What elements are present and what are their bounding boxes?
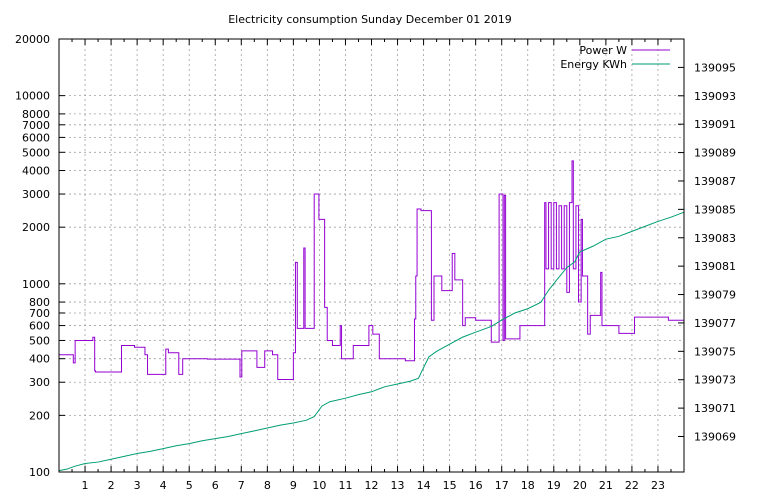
y-tick-label: 6000 [22, 131, 50, 144]
y2-tick-label: 139091 [694, 118, 736, 131]
y-tick-label: 2000 [22, 221, 50, 234]
x-tick-label: 12 [365, 479, 379, 492]
x-tick-label: 14 [417, 479, 431, 492]
y2-tick-label: 139077 [694, 317, 736, 330]
x-tick-label: 22 [625, 479, 639, 492]
y-tick-label: 8000 [22, 108, 50, 121]
x-tick-label: 1 [82, 479, 89, 492]
x-tick-label: 5 [186, 479, 193, 492]
y-tick-label: 500 [29, 334, 50, 347]
x-tick-label: 15 [443, 479, 457, 492]
y-tick-label: 800 [29, 296, 50, 309]
y-tick-label: 7000 [22, 119, 50, 132]
axes-layer: 1 2 3 4 5 6 7 8 9 10 11 12 13 14 15 16 17 18 19 20 21 22 23100… [15, 33, 736, 492]
y-tick-label: 600 [29, 320, 50, 333]
legend-label-power: Power W [579, 44, 627, 57]
y2-tick-label: 139071 [694, 402, 736, 415]
x-tick-label: 17 [495, 479, 509, 492]
power-series-line [59, 160, 684, 381]
y2-tick-label: 139093 [694, 90, 736, 103]
y2-tick-label: 139087 [694, 175, 736, 188]
y2-tick-label: 139079 [694, 289, 736, 302]
y2-tick-label: 139089 [694, 147, 736, 160]
y-tick-label: 300 [29, 376, 50, 389]
y-tick-label: 700 [29, 307, 50, 320]
x-tick-label: 10 [312, 479, 326, 492]
legend-label-energy: Energy KWh [560, 58, 627, 71]
x-tick-label: 8 [264, 479, 271, 492]
x-tick-label: 21 [599, 479, 613, 492]
y-tick-label: 5000 [22, 146, 50, 159]
x-tick-label: 19 [547, 479, 561, 492]
y2-tick-label: 139083 [694, 232, 736, 245]
legend: Power W Energy KWh [560, 44, 670, 71]
x-tick-label: 3 [134, 479, 141, 492]
y2-tick-label: 139095 [694, 61, 736, 74]
y2-tick-label: 139075 [694, 345, 736, 358]
y2-tick-label: 139069 [694, 431, 736, 444]
y2-tick-label: 139085 [694, 203, 736, 216]
x-tick-label: 4 [160, 479, 167, 492]
grid-layer [59, 38, 684, 473]
y-tick-label: 100 [29, 466, 50, 479]
y-tick-label: 20000 [15, 33, 50, 46]
x-tick-label: 16 [469, 479, 483, 492]
y-tick-label: 200 [29, 409, 50, 422]
y-tick-label: 1000 [22, 278, 50, 291]
x-tick-label: 7 [238, 479, 245, 492]
y-tick-label: 10000 [15, 90, 50, 103]
energy-series-line [58, 211, 685, 472]
y2-tick-label: 139073 [694, 374, 736, 387]
y2-tick-label: 139081 [694, 260, 736, 273]
y-tick-label: 4000 [22, 165, 50, 178]
x-tick-label: 18 [521, 479, 535, 492]
x-tick-label: 23 [651, 479, 665, 492]
x-tick-label: 11 [338, 479, 352, 492]
x-tick-label: 9 [290, 479, 297, 492]
y-tick-label: 3000 [22, 188, 50, 201]
chart-title: Electricity consumption Sunday December … [228, 13, 512, 26]
x-tick-label: 6 [212, 479, 219, 492]
y-tick-label: 400 [29, 353, 50, 366]
series-layer [58, 160, 685, 472]
x-tick-label: 13 [391, 479, 405, 492]
x-tick-label: 2 [108, 479, 115, 492]
x-tick-label: 20 [573, 479, 587, 492]
